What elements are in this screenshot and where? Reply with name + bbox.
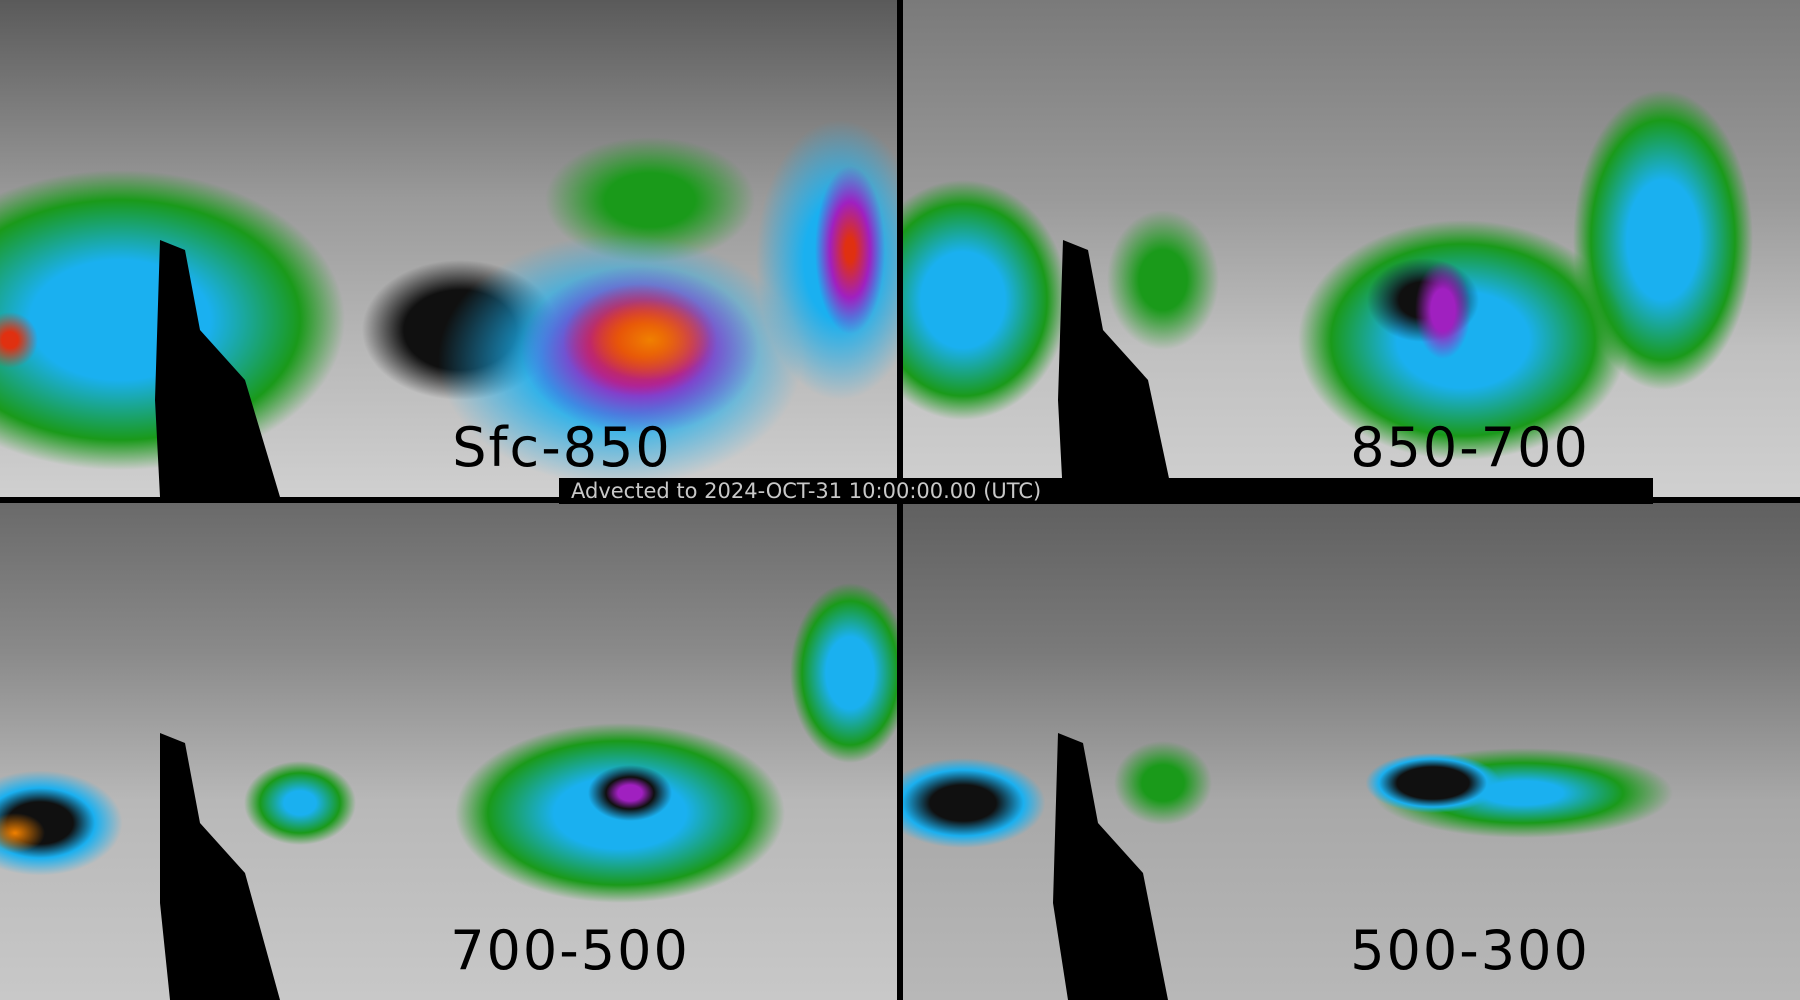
panel-label: 700-500 bbox=[450, 919, 690, 982]
panel-500-300: 500-300 bbox=[903, 503, 1800, 1000]
advection-time-caption: Advected to 2024-OCT-31 10:00:00.00 (UTC… bbox=[559, 478, 1653, 504]
panel-label: Sfc-850 bbox=[452, 416, 672, 479]
panel-label: 500-300 bbox=[1350, 919, 1590, 982]
caption-text: Advected to 2024-OCT-31 10:00:00.00 (UTC… bbox=[571, 479, 1042, 503]
panel-850-700: 850-700 bbox=[903, 0, 1800, 497]
panel-700-500: 700-500 bbox=[0, 503, 897, 1000]
panel-sfc-850: Sfc-850 bbox=[0, 0, 897, 497]
panel-label: 850-700 bbox=[1350, 416, 1590, 479]
